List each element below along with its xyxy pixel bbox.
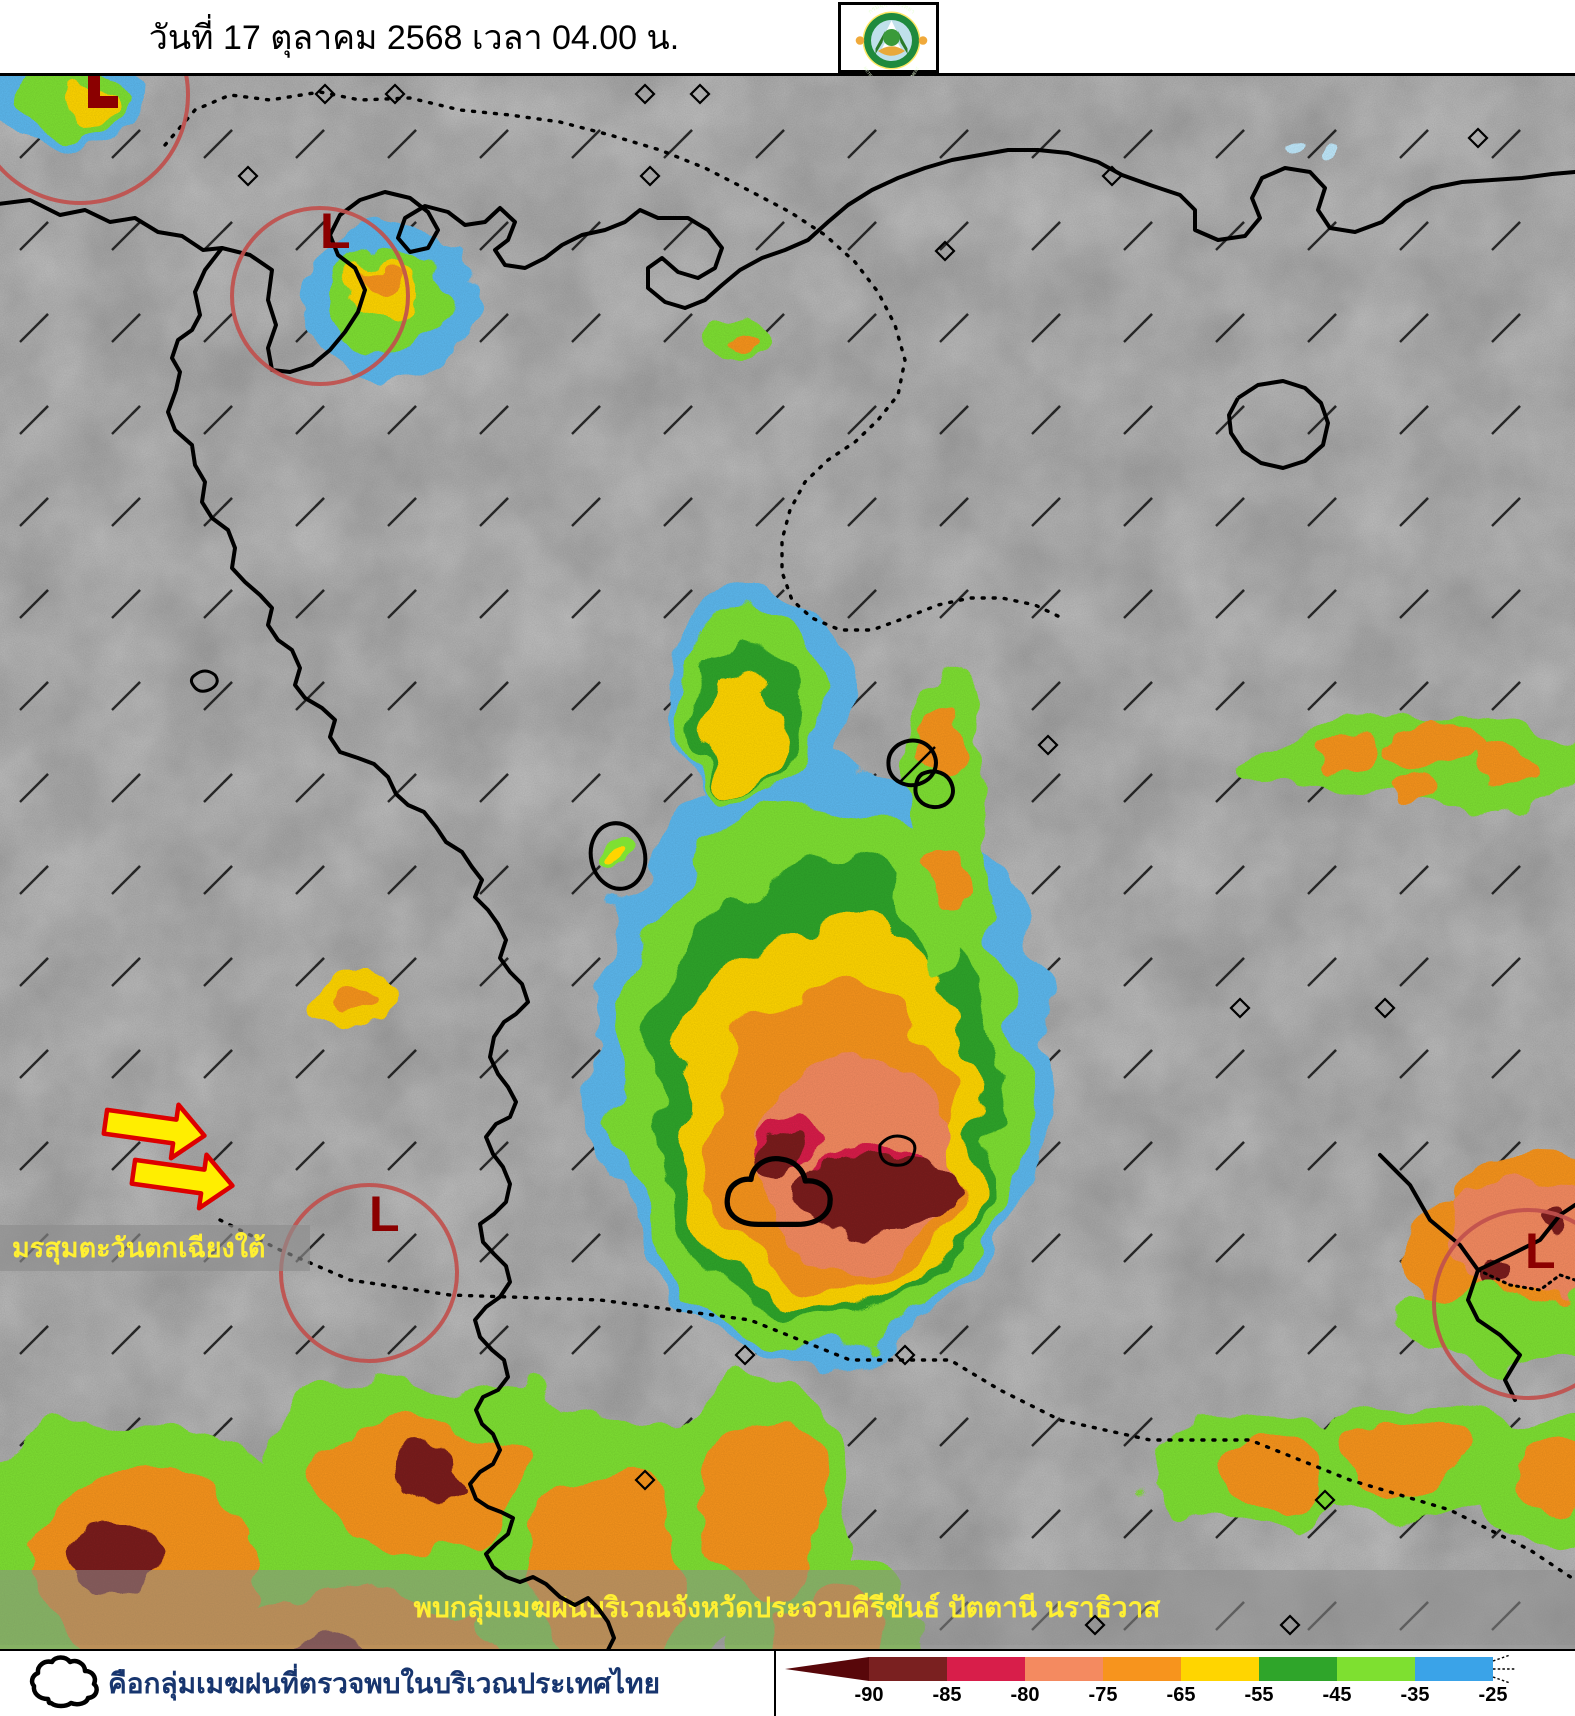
svg-text:-75: -75: [1089, 1684, 1118, 1706]
svg-text:-65: -65: [1167, 1684, 1196, 1706]
svg-text:-90: -90: [855, 1684, 884, 1706]
svg-text:-35: -35: [1401, 1684, 1430, 1706]
svg-text:-80: -80: [1011, 1684, 1040, 1706]
svg-text:-45: -45: [1323, 1684, 1352, 1706]
svg-text:L: L: [320, 203, 351, 259]
svg-text:มรสุมตะวันตกเฉียงใต้: มรสุมตะวันตกเฉียงใต้: [12, 1232, 265, 1265]
svg-text:คือกลุ่มเมฆฝนที่ตรวจพบในบริเวณ: คือกลุ่มเมฆฝนที่ตรวจพบในบริเวณประเทศไทย: [108, 1663, 660, 1701]
svg-text:พบกลุ่มเมฆฝนบริเวณจังหวัดประจว: พบกลุ่มเมฆฝนบริเวณจังหวัดประจวบคีรีขันธ์…: [414, 1592, 1162, 1625]
svg-text:L: L: [369, 1186, 400, 1242]
svg-text:-85: -85: [933, 1684, 962, 1706]
svg-text:-55: -55: [1245, 1684, 1274, 1706]
svg-text:-25: -25: [1479, 1684, 1508, 1706]
svg-text:L: L: [1525, 1223, 1556, 1279]
